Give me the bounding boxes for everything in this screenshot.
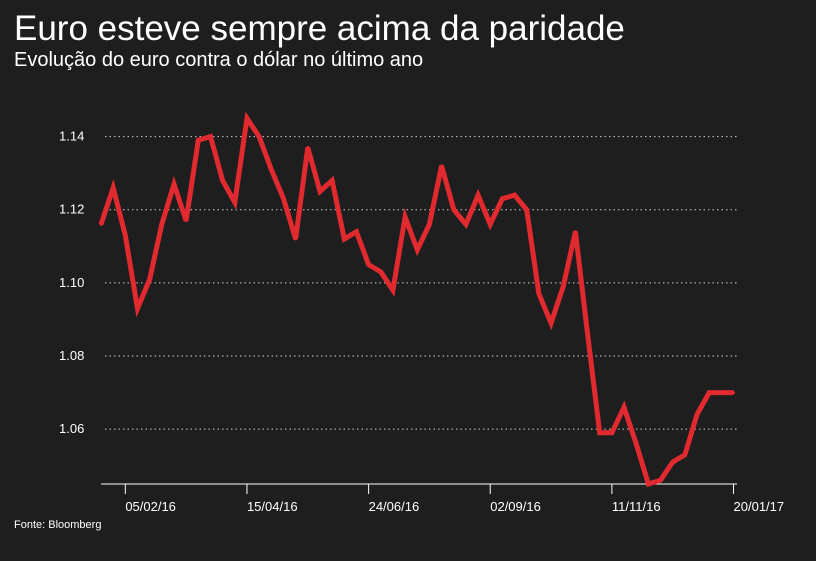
data-point	[160, 222, 164, 226]
data-point	[208, 135, 212, 139]
data-point	[598, 431, 602, 435]
data-point	[561, 285, 565, 289]
data-point	[391, 288, 395, 292]
x-tick-label: 05/02/16	[125, 499, 176, 514]
data-point	[732, 391, 736, 395]
data-point	[646, 482, 650, 486]
data-point	[452, 208, 456, 212]
data-point	[330, 178, 334, 182]
data-point	[221, 178, 225, 182]
data-point	[111, 186, 115, 190]
data-point	[196, 138, 200, 142]
grid-lines	[105, 136, 737, 430]
data-point	[622, 405, 626, 409]
data-point	[379, 270, 383, 274]
data-point	[488, 222, 492, 226]
data-point	[671, 460, 675, 464]
data-point	[659, 478, 663, 482]
data-point	[415, 248, 419, 252]
data-point	[233, 200, 237, 204]
data-point	[245, 116, 249, 120]
data-point	[707, 391, 711, 395]
data-point	[683, 453, 687, 457]
data-point	[148, 277, 152, 281]
y-tick-label: 1.06	[59, 421, 84, 436]
data-point	[354, 230, 358, 234]
data-point	[525, 208, 529, 212]
data-point	[427, 222, 431, 226]
data-point	[610, 431, 614, 435]
x-tick-label: 02/09/16	[490, 499, 541, 514]
x-tick-label: 15/04/16	[247, 499, 298, 514]
chart-subtitle: Evolução do euro contra o dólar no últim…	[14, 49, 424, 71]
data-point	[476, 193, 480, 197]
data-point	[367, 263, 371, 267]
x-tick-label: 11/11/16	[612, 499, 661, 514]
data-point	[634, 442, 638, 446]
y-tick-label: 1.10	[59, 275, 84, 290]
data-point	[537, 292, 541, 296]
data-point	[123, 233, 127, 237]
data-point	[342, 237, 346, 241]
y-tick-label: 1.14	[59, 129, 84, 144]
data-point	[500, 197, 504, 201]
data-point	[695, 413, 699, 417]
y-axis: 1.06 1.08 1.10 1.12 1.14	[59, 129, 84, 437]
data-point	[513, 193, 517, 197]
data-point	[719, 391, 723, 395]
data-point	[318, 189, 322, 193]
x-axis: 05/02/16 15/04/16 24/06/16 02/09/16 11/11/16…	[101, 483, 785, 514]
data-point	[586, 332, 590, 336]
data-point	[172, 182, 176, 186]
data-point	[440, 164, 444, 168]
data-point	[257, 135, 261, 139]
data-point	[294, 237, 298, 241]
y-tick-label: 1.12	[59, 202, 84, 217]
chart-title: Euro esteve sempre acima da paridade	[14, 9, 625, 48]
data-point	[403, 215, 407, 219]
data-point	[464, 222, 468, 226]
series-layer	[98, 111, 736, 488]
source-note: Fonte: Bloomberg	[14, 519, 102, 531]
data-point	[306, 146, 310, 150]
x-tick-label: 24/06/16	[369, 499, 420, 514]
data-point	[573, 230, 577, 234]
x-tick-label: 20/01/17	[734, 499, 785, 514]
data-point	[135, 306, 139, 310]
data-point	[281, 197, 285, 201]
data-point	[184, 219, 188, 223]
data-point	[99, 222, 103, 226]
data-point	[549, 321, 553, 325]
data-point	[269, 167, 273, 171]
y-tick-label: 1.08	[59, 348, 84, 363]
